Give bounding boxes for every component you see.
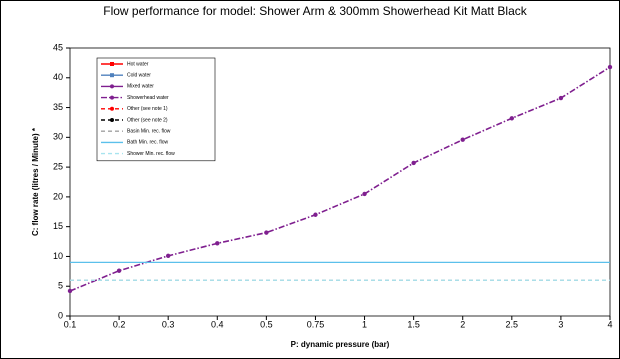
marker — [313, 212, 318, 217]
legend-label: Cold water — [127, 73, 151, 79]
legend-marker — [110, 84, 114, 89]
plot-area — [69, 47, 611, 317]
legend-label: Bath Min. rec. flow — [127, 140, 169, 146]
legend-label: Other (see note 2) — [127, 117, 168, 123]
x-tick-label: 3 — [558, 319, 563, 329]
y-tick-label: 30 — [53, 132, 63, 142]
y-tick-label: 10 — [53, 251, 63, 261]
x-tick-label: 2 — [460, 319, 465, 329]
y-axis-label: C: flow rate (litres / Minute) * — [31, 127, 40, 236]
marker — [362, 191, 367, 197]
legend-label: Showerhead water — [127, 95, 169, 101]
marker — [67, 288, 73, 294]
marker — [460, 137, 465, 142]
legend-marker — [110, 73, 114, 78]
series — [67, 64, 613, 294]
legend-label: Other (see note 1) — [127, 106, 168, 112]
chart-title: Flow performance for model: Shower Arm &… — [103, 4, 528, 18]
marker — [264, 230, 269, 235]
y-tick-label: 45 — [53, 42, 63, 52]
x-tick-label: 4 — [607, 319, 612, 329]
x-tick-label: 0.5 — [260, 319, 273, 329]
marker — [215, 241, 220, 246]
x-tick-label: 1 — [362, 319, 367, 329]
y-tick-label: 0 — [58, 310, 63, 320]
marker — [165, 253, 171, 259]
legend-marker — [110, 95, 114, 100]
legend: Hot water Cold water Mixed water Showerhead… — [96, 57, 216, 162]
marker — [509, 116, 515, 121]
x-tick-label: 0.4 — [211, 319, 224, 329]
x-tick-label: 0.75 — [307, 319, 325, 329]
legend-label: Basin Min. rec. flow — [127, 129, 171, 135]
x-axis-label: P: dynamic pressure (bar) — [291, 340, 390, 349]
x-tick-label: 0.1 — [64, 319, 77, 329]
legend-marker — [110, 62, 114, 66]
legend-marker — [110, 106, 114, 111]
y-tick-label: 25 — [53, 161, 63, 171]
legend-label: Shower Min. rec. flow — [127, 151, 175, 157]
marker — [558, 95, 564, 101]
y-tick-label: 5 — [58, 281, 63, 291]
legend-label: Mixed water — [127, 84, 154, 90]
x-tick-label: 0.2 — [113, 319, 126, 329]
marker — [607, 64, 613, 70]
y-tick-label: 15 — [53, 221, 63, 231]
legend-label: Hot water — [127, 61, 149, 67]
y-tick-label: 20 — [53, 191, 63, 201]
marker — [411, 160, 416, 166]
legend-marker — [110, 118, 114, 122]
x-tick-label: 2.5 — [506, 319, 519, 329]
series-line — [69, 66, 611, 292]
y-tick-label: 35 — [53, 102, 63, 112]
marker — [116, 268, 122, 273]
x-tick-label: 0.3 — [162, 319, 175, 329]
y-tick-label: 40 — [53, 72, 63, 82]
x-tick-label: 1.5 — [407, 319, 420, 329]
